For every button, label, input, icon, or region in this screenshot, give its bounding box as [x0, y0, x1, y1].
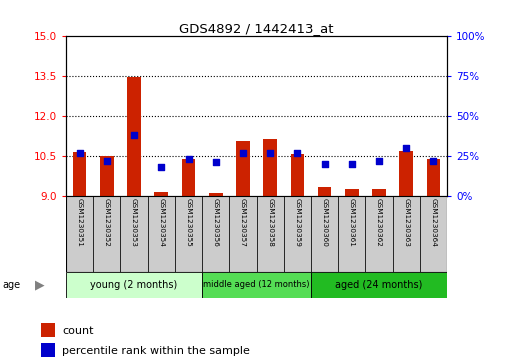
- Bar: [291, 154, 304, 196]
- Bar: [41, 343, 55, 357]
- Bar: [182, 159, 195, 196]
- Text: GSM1230359: GSM1230359: [294, 198, 300, 247]
- Bar: [311, 272, 447, 298]
- Text: GSM1230361: GSM1230361: [349, 198, 355, 247]
- Bar: [318, 187, 331, 196]
- Bar: [120, 196, 148, 272]
- Text: GSM1230363: GSM1230363: [403, 198, 409, 247]
- Text: GSM1230357: GSM1230357: [240, 198, 246, 247]
- Text: GSM1230358: GSM1230358: [267, 198, 273, 247]
- Bar: [236, 142, 250, 196]
- Bar: [229, 196, 257, 272]
- Bar: [202, 196, 229, 272]
- Bar: [263, 139, 277, 196]
- Point: [212, 160, 220, 166]
- Bar: [345, 188, 359, 196]
- Text: aged (24 months): aged (24 months): [335, 280, 423, 290]
- Bar: [420, 196, 447, 272]
- Point: [375, 158, 383, 164]
- Bar: [202, 272, 311, 298]
- Text: age: age: [3, 280, 21, 290]
- Text: GSM1230353: GSM1230353: [131, 198, 137, 247]
- Bar: [73, 152, 86, 196]
- Point: [76, 150, 84, 156]
- Bar: [257, 196, 284, 272]
- Point: [239, 150, 247, 156]
- Point: [293, 150, 301, 156]
- Text: ▶: ▶: [35, 278, 44, 291]
- Text: GSM1230351: GSM1230351: [77, 198, 83, 247]
- Point: [347, 161, 356, 167]
- Text: GSM1230364: GSM1230364: [430, 198, 436, 247]
- Bar: [284, 196, 311, 272]
- Bar: [399, 151, 413, 196]
- Bar: [372, 188, 386, 196]
- Bar: [175, 196, 202, 272]
- Point: [429, 158, 437, 164]
- Text: GSM1230362: GSM1230362: [376, 198, 382, 247]
- Text: young (2 months): young (2 months): [90, 280, 178, 290]
- Point: [184, 156, 193, 162]
- Text: GSM1230360: GSM1230360: [322, 198, 328, 247]
- Text: GSM1230352: GSM1230352: [104, 198, 110, 247]
- Title: GDS4892 / 1442413_at: GDS4892 / 1442413_at: [179, 22, 334, 35]
- Point: [402, 145, 410, 151]
- Bar: [393, 196, 420, 272]
- Bar: [100, 156, 114, 196]
- Bar: [311, 196, 338, 272]
- Point: [321, 161, 329, 167]
- Bar: [154, 192, 168, 196]
- Text: GSM1230355: GSM1230355: [185, 198, 192, 247]
- Bar: [41, 323, 55, 338]
- Point: [266, 150, 274, 156]
- Bar: [66, 272, 202, 298]
- Text: middle aged (12 months): middle aged (12 months): [203, 281, 310, 289]
- Text: percentile rank within the sample: percentile rank within the sample: [62, 346, 250, 356]
- Text: count: count: [62, 326, 93, 336]
- Bar: [427, 159, 440, 196]
- Bar: [148, 196, 175, 272]
- Bar: [93, 196, 120, 272]
- Text: GSM1230354: GSM1230354: [158, 198, 164, 247]
- Point: [103, 158, 111, 164]
- Point: [130, 132, 138, 138]
- Bar: [66, 196, 93, 272]
- Bar: [209, 193, 223, 196]
- Text: GSM1230356: GSM1230356: [213, 198, 219, 247]
- Point: [157, 164, 166, 170]
- Bar: [365, 196, 393, 272]
- Bar: [128, 77, 141, 196]
- Bar: [338, 196, 365, 272]
